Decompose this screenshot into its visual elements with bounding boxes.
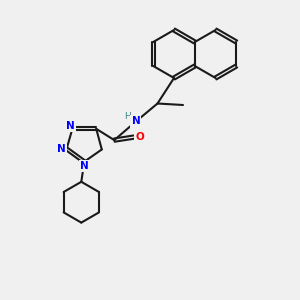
Text: N: N [57,144,66,154]
Text: O: O [135,132,144,142]
Text: N: N [80,161,89,171]
Text: N: N [67,121,75,131]
Text: H: H [124,112,131,122]
Text: N: N [131,116,140,127]
